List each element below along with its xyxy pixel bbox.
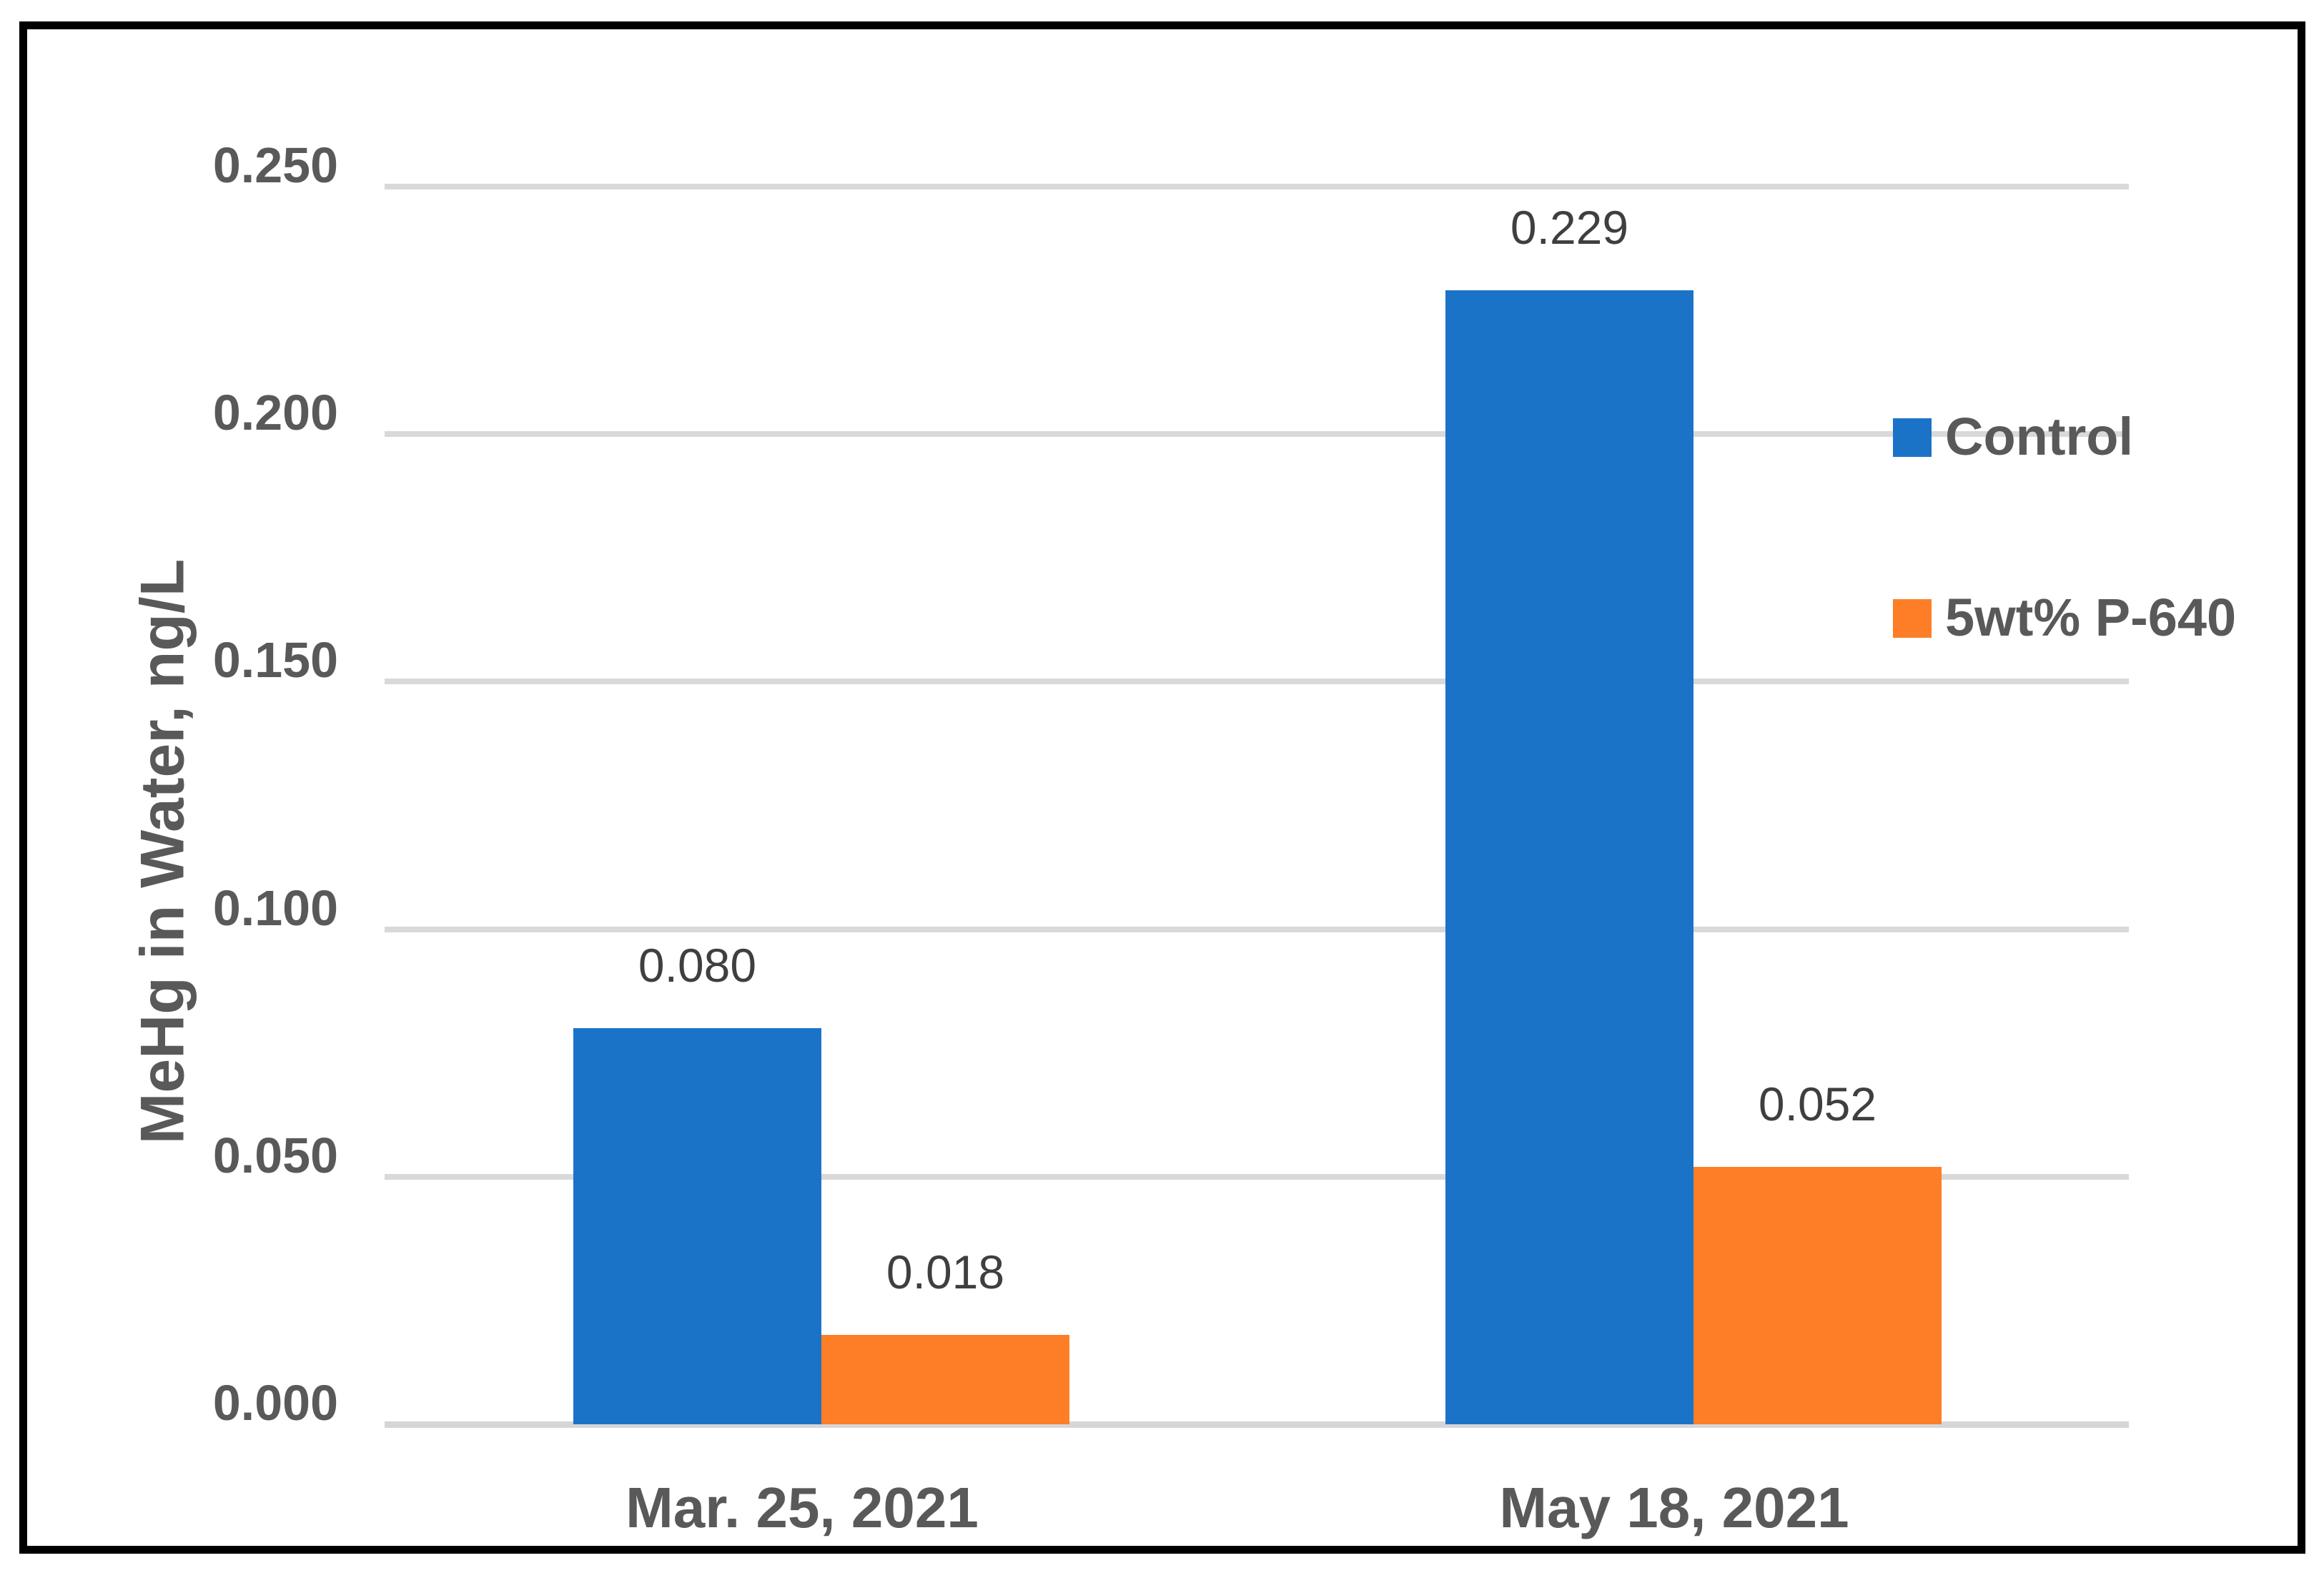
y-tick-label: 0.050	[212, 1127, 338, 1183]
y-tick-label: 0.150	[212, 632, 338, 689]
gridline	[385, 1173, 2129, 1180]
gridline	[385, 679, 2129, 685]
x-category-label: May 18, 2021	[1499, 1476, 1849, 1539]
y-tick-label: 0.200	[212, 385, 338, 441]
gridline	[385, 926, 2129, 932]
data-label: 0.052	[1758, 1077, 1877, 1130]
bar-control-2	[1445, 290, 1693, 1424]
legend-label: Control	[1945, 406, 2134, 466]
gridline	[385, 431, 2129, 438]
chart-frame: MeHg in Water, ng/L 0.080 0.018 0.229 0.052…	[19, 21, 2305, 1554]
data-label: 0.229	[1510, 201, 1629, 255]
y-axis-title: MeHg in Water, ng/L	[128, 558, 197, 1145]
legend-swatch-icon	[1893, 418, 1932, 457]
bar-control-1	[573, 1028, 821, 1424]
y-tick-label: 0.250	[212, 137, 338, 193]
data-label: 0.080	[638, 939, 757, 992]
bar-5wt-p-640-1	[821, 1335, 1069, 1424]
y-tick-label: 0.000	[212, 1375, 338, 1431]
y-tick-label: 0.100	[212, 879, 338, 936]
data-label: 0.018	[886, 1246, 1005, 1299]
x-axis-line	[385, 1421, 2129, 1428]
plot-area: 0.080 0.018 0.229 0.052	[385, 184, 2129, 1428]
legend-label: 5wt% P-640	[1945, 587, 2237, 647]
x-category-label: Mar. 25, 2021	[625, 1476, 979, 1539]
legend-swatch-icon	[1893, 599, 1932, 638]
gridline	[385, 184, 2129, 189]
bar-5wt-p-640-2	[1693, 1166, 1942, 1424]
